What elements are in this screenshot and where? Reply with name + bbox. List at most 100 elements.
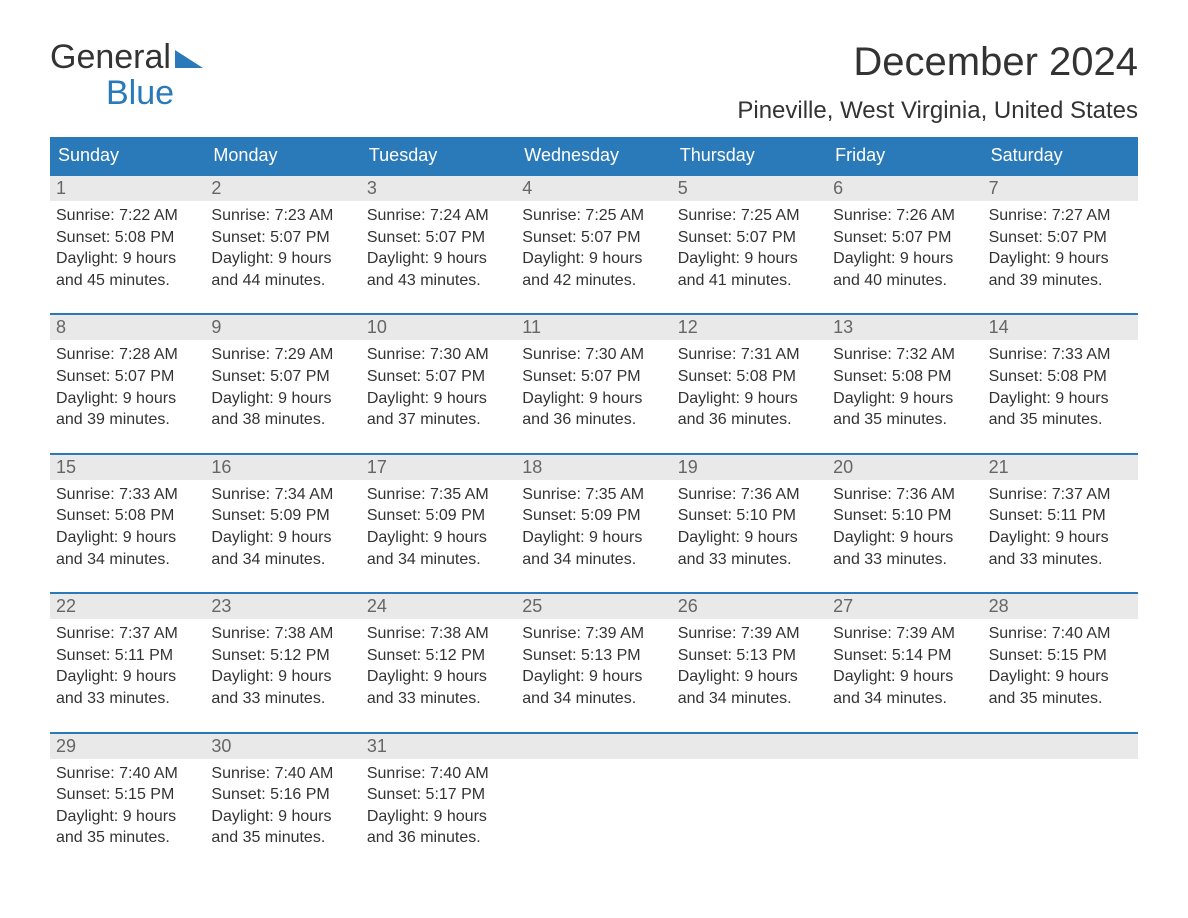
day-cell: Sunrise: 7:30 AMSunset: 5:07 PMDaylight:… [516,340,671,434]
sunset-line: Sunset: 5:08 PM [989,366,1132,388]
daylight-line-2: and 35 minutes. [211,827,354,849]
sunset-line: Sunset: 5:08 PM [56,505,199,527]
day-cell: Sunrise: 7:23 AMSunset: 5:07 PMDaylight:… [205,201,360,295]
daylight-line-1: Daylight: 9 hours [833,388,976,410]
week-row: 22232425262728Sunrise: 7:37 AMSunset: 5:… [50,592,1138,713]
daylight-line-2: and 42 minutes. [522,270,665,292]
daylight-line-2: and 36 minutes. [678,409,821,431]
day-cell: Sunrise: 7:25 AMSunset: 5:07 PMDaylight:… [516,201,671,295]
daylight-line-2: and 40 minutes. [833,270,976,292]
sunrise-line: Sunrise: 7:40 AM [56,763,199,785]
daynum-strip: 1234567 [50,176,1138,201]
calendar: Sunday Monday Tuesday Wednesday Thursday… [50,137,1138,853]
daylight-line-2: and 34 minutes. [367,549,510,571]
sunrise-line: Sunrise: 7:30 AM [522,344,665,366]
day-number: 22 [50,594,205,619]
day-cell: Sunrise: 7:35 AMSunset: 5:09 PMDaylight:… [516,480,671,574]
sunset-line: Sunset: 5:12 PM [367,645,510,667]
sunset-line: Sunset: 5:13 PM [522,645,665,667]
daylight-line-1: Daylight: 9 hours [211,806,354,828]
sunrise-line: Sunrise: 7:35 AM [522,484,665,506]
daylight-line-2: and 44 minutes. [211,270,354,292]
sunrise-line: Sunrise: 7:34 AM [211,484,354,506]
day-cell: Sunrise: 7:26 AMSunset: 5:07 PMDaylight:… [827,201,982,295]
sunset-line: Sunset: 5:07 PM [678,227,821,249]
sunset-line: Sunset: 5:07 PM [989,227,1132,249]
dow-thursday: Thursday [672,137,827,174]
sunset-line: Sunset: 5:13 PM [678,645,821,667]
daylight-line-2: and 39 minutes. [56,409,199,431]
daylight-line-2: and 45 minutes. [56,270,199,292]
day-number: 31 [361,734,516,759]
day-number: 7 [983,176,1138,201]
sunrise-line: Sunrise: 7:39 AM [522,623,665,645]
daylight-line-2: and 34 minutes. [833,688,976,710]
day-cell: Sunrise: 7:39 AMSunset: 5:13 PMDaylight:… [672,619,827,713]
day-number [983,734,1138,759]
sunrise-line: Sunrise: 7:39 AM [678,623,821,645]
day-number: 8 [50,315,205,340]
brand-blue: Blue [106,74,203,113]
day-number: 30 [205,734,360,759]
day-cell [983,759,1138,853]
sunset-line: Sunset: 5:15 PM [989,645,1132,667]
day-number: 3 [361,176,516,201]
daylight-line-1: Daylight: 9 hours [367,806,510,828]
daylight-line-1: Daylight: 9 hours [522,527,665,549]
sunrise-line: Sunrise: 7:28 AM [56,344,199,366]
daylight-line-2: and 36 minutes. [522,409,665,431]
day-number: 4 [516,176,671,201]
day-cell: Sunrise: 7:40 AMSunset: 5:17 PMDaylight:… [361,759,516,853]
day-cell [516,759,671,853]
day-number: 29 [50,734,205,759]
daylight-line-2: and 34 minutes. [678,688,821,710]
sunrise-line: Sunrise: 7:36 AM [833,484,976,506]
sunrise-line: Sunrise: 7:35 AM [367,484,510,506]
daylight-line-2: and 34 minutes. [522,688,665,710]
daylight-line-1: Daylight: 9 hours [522,248,665,270]
daylight-line-2: and 33 minutes. [678,549,821,571]
day-number: 21 [983,455,1138,480]
sunset-line: Sunset: 5:08 PM [56,227,199,249]
daynum-strip: 293031 [50,734,1138,759]
daylight-line-2: and 36 minutes. [367,827,510,849]
day-cell: Sunrise: 7:38 AMSunset: 5:12 PMDaylight:… [205,619,360,713]
daylight-line-1: Daylight: 9 hours [56,388,199,410]
day-cell: Sunrise: 7:34 AMSunset: 5:09 PMDaylight:… [205,480,360,574]
page-header: General Blue December 2024 Pineville, We… [50,40,1138,125]
day-number [827,734,982,759]
day-cell: Sunrise: 7:39 AMSunset: 5:13 PMDaylight:… [516,619,671,713]
day-number: 6 [827,176,982,201]
day-cell: Sunrise: 7:22 AMSunset: 5:08 PMDaylight:… [50,201,205,295]
daylight-line-1: Daylight: 9 hours [367,248,510,270]
daylight-line-1: Daylight: 9 hours [989,666,1132,688]
day-cell [827,759,982,853]
day-number: 10 [361,315,516,340]
sunrise-line: Sunrise: 7:30 AM [367,344,510,366]
daylight-line-1: Daylight: 9 hours [211,666,354,688]
day-cell: Sunrise: 7:33 AMSunset: 5:08 PMDaylight:… [50,480,205,574]
sunrise-line: Sunrise: 7:36 AM [678,484,821,506]
daylight-line-2: and 38 minutes. [211,409,354,431]
daylight-line-1: Daylight: 9 hours [833,666,976,688]
sunset-line: Sunset: 5:07 PM [211,366,354,388]
sunset-line: Sunset: 5:07 PM [833,227,976,249]
daylight-line-2: and 34 minutes. [211,549,354,571]
sunrise-line: Sunrise: 7:38 AM [211,623,354,645]
sunset-line: Sunset: 5:08 PM [833,366,976,388]
week-row: 293031Sunrise: 7:40 AMSunset: 5:15 PMDay… [50,732,1138,853]
day-cell: Sunrise: 7:24 AMSunset: 5:07 PMDaylight:… [361,201,516,295]
sunrise-line: Sunrise: 7:29 AM [211,344,354,366]
day-cell: Sunrise: 7:25 AMSunset: 5:07 PMDaylight:… [672,201,827,295]
daylight-line-1: Daylight: 9 hours [989,248,1132,270]
daylight-line-2: and 33 minutes. [833,549,976,571]
sunrise-line: Sunrise: 7:33 AM [56,484,199,506]
daylight-line-1: Daylight: 9 hours [56,527,199,549]
sunset-line: Sunset: 5:10 PM [833,505,976,527]
week-row: 1234567Sunrise: 7:22 AMSunset: 5:08 PMDa… [50,174,1138,295]
daylight-line-1: Daylight: 9 hours [833,248,976,270]
daylight-line-2: and 39 minutes. [989,270,1132,292]
day-number: 26 [672,594,827,619]
sunrise-line: Sunrise: 7:23 AM [211,205,354,227]
daylight-line-2: and 35 minutes. [989,688,1132,710]
